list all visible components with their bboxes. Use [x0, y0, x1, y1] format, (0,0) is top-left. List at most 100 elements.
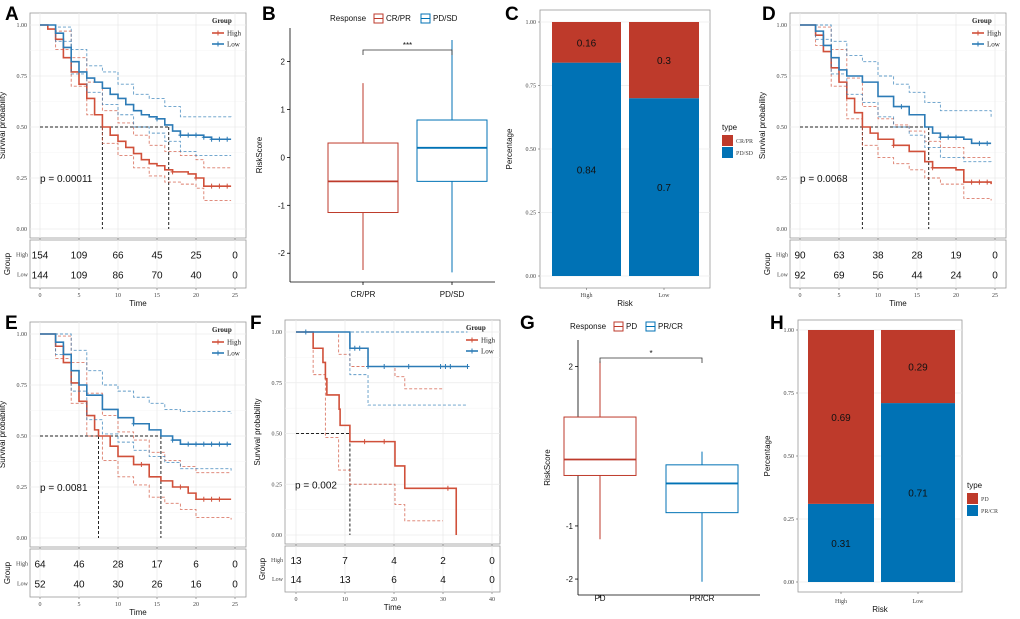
p-value: p = 0.00011: [40, 174, 93, 185]
censor-mark: [382, 364, 387, 370]
censor-mark: [217, 441, 222, 447]
risk-table-title: Group: [3, 252, 12, 275]
y-tick-label: 0.00: [17, 536, 28, 542]
x-tick-label: 0: [39, 293, 42, 299]
panel-e: E 0.00 0.25 0.50 0.75 1.00 0 5 10 15 20 25 Survival …: [0, 313, 247, 617]
legend-label: PD/SD: [433, 14, 458, 23]
ci-lower-high: [800, 24, 992, 201]
censor-mark: [225, 136, 230, 142]
censor-mark: [362, 439, 367, 445]
x-tick-label: 15: [154, 293, 160, 299]
at-risk-count: 0: [489, 556, 495, 567]
x-tick-label: 10: [115, 293, 121, 299]
legend-label: High: [987, 30, 1002, 38]
legend-label: Low: [227, 41, 241, 49]
y-tick-label: 1.00: [17, 332, 28, 338]
y-tick-label: -2: [278, 249, 286, 258]
legend-label: Low: [227, 350, 241, 358]
y-tick-label: 0.75: [17, 383, 28, 389]
at-risk-count: 2: [440, 556, 446, 567]
at-risk-count: 13: [339, 575, 351, 586]
at-risk-count: 0: [489, 575, 495, 586]
censor-mark: [131, 421, 136, 427]
legend-label: CR/PR: [736, 139, 753, 145]
panel-c: C 0.00 0.25 0.50 0.75 1.00 Percentage 0.84 0.16 H…: [505, 4, 754, 308]
y-tick-label: 0.00: [272, 533, 283, 539]
at-risk-count: 0: [232, 580, 238, 591]
bar-value-label: 0.16: [577, 38, 597, 49]
y-tick-label: -1: [566, 522, 574, 531]
legend-title: Response: [330, 14, 367, 23]
y-tick-label: 0.75: [272, 381, 283, 387]
censor-mark: [438, 364, 443, 370]
y-axis-label: Survival probability: [0, 92, 7, 159]
bar-value-label: 0.84: [577, 165, 597, 176]
legend-label: Low: [481, 348, 495, 356]
at-risk-count: 17: [151, 559, 163, 570]
at-risk-count: 109: [71, 271, 88, 282]
risk-row-label: High: [271, 558, 283, 564]
y-tick-label: 0.25: [17, 485, 28, 491]
y-tick-label: 0.25: [784, 517, 795, 523]
x-tick-label: 20: [391, 597, 397, 603]
y-tick-label: 0.25: [526, 211, 537, 217]
x-tick-label: 5: [78, 293, 81, 299]
significance-stars: *: [649, 349, 652, 358]
y-axis-label: RiskScore: [543, 449, 552, 486]
at-risk-count: 30: [112, 580, 124, 591]
y-axis-label: Survival probability: [0, 401, 7, 468]
x-tick-label: 40: [489, 597, 495, 603]
risk-table: [789, 239, 1007, 289]
x-tick-label: 25: [232, 602, 238, 608]
legend-title: type: [967, 481, 983, 490]
censor-mark: [899, 104, 904, 110]
at-risk-count: 16: [190, 580, 202, 591]
at-risk-count: 26: [151, 580, 163, 591]
bar-segment-pr-cr: [881, 403, 955, 582]
censor-mark: [201, 134, 206, 140]
y-tick-label: -2: [566, 575, 574, 584]
at-risk-count: 19: [950, 250, 962, 261]
censor-mark: [977, 140, 982, 146]
x-axis-label: Time: [889, 299, 907, 308]
legend-label: PD/SD: [736, 151, 754, 157]
at-risk-count: 64: [34, 559, 46, 570]
censor-mark: [217, 496, 222, 502]
censor-mark: [406, 364, 411, 370]
at-risk-count: 92: [794, 271, 806, 282]
censor-mark: [985, 140, 990, 146]
censor-mark: [209, 183, 214, 189]
legend-title: Response: [570, 322, 607, 331]
legend-label: PR/CR: [658, 322, 683, 331]
censor-mark: [209, 441, 214, 447]
panel-label: H: [770, 313, 784, 334]
censor-mark: [194, 441, 198, 447]
censor-mark: [178, 484, 183, 490]
at-risk-count: 66: [112, 250, 124, 261]
y-tick-label: 2: [281, 58, 286, 67]
y-tick-label: 1.00: [526, 20, 537, 26]
p-value: p = 0.0068: [800, 174, 848, 185]
y-tick-label: 0.50: [784, 454, 795, 460]
bar-segment-pr-cr: [808, 503, 874, 582]
at-risk-count: 4: [440, 575, 446, 586]
risk-row-label: Low: [17, 273, 29, 279]
censor-mark: [930, 165, 935, 171]
x-tick-label: 15: [914, 293, 920, 299]
legend-title: Group: [212, 17, 232, 25]
y-tick-label: 1.00: [17, 23, 28, 29]
ci-lower-high: [40, 24, 232, 201]
p-value: p = 0.0081: [40, 483, 88, 494]
bar-value-label: 0.3: [657, 56, 671, 67]
ci-upper-low: [800, 24, 992, 117]
bar-value-label: 0.31: [831, 539, 851, 550]
ci-lower-low: [296, 331, 468, 406]
box-pr/cr: [665, 464, 739, 514]
box-pd/sd: [416, 119, 488, 182]
y-tick-label: 0.25: [272, 482, 283, 488]
at-risk-count: 52: [34, 580, 46, 591]
significance-bracket: [599, 357, 703, 363]
bar-segment-cr-pr: [552, 22, 621, 63]
censor-mark: [217, 136, 222, 142]
at-risk-count: 70: [151, 271, 163, 282]
